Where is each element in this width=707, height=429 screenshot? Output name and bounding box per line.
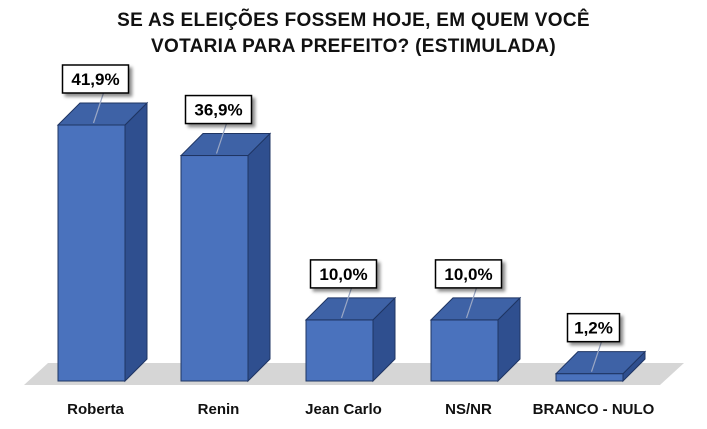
- data-label-leader-jean-carlo: [340, 287, 353, 319]
- chart-title-line-1: SE AS ELEIÇÕES FOSSEM HOJE, EM QUEM VOCÊ: [117, 10, 590, 31]
- data-label-box-branco-nulo: [566, 312, 621, 343]
- bar-front-ns-nr: [430, 319, 499, 382]
- data-label-box-roberta: [61, 64, 130, 94]
- bar-branco-nulo: [554, 350, 647, 383]
- data-label-leader-renin: [215, 123, 228, 154]
- data-label-box-renin: [184, 94, 253, 125]
- bar-front-renin: [180, 155, 249, 382]
- bar-front-branco-nulo: [555, 373, 624, 382]
- bar-top-branco-nulo: [554, 351, 647, 375]
- bar-renin: [179, 132, 272, 383]
- bar-roberta: [56, 101, 149, 383]
- bar-top-renin: [179, 133, 272, 157]
- bar-top-ns-nr: [429, 297, 522, 321]
- chart-title-line-2: VOTARIA PARA PREFEITO? (ESTIMULADA): [151, 36, 556, 57]
- data-label-box-jean-carlo: [309, 259, 378, 289]
- bar-jean-carlo: [304, 296, 397, 383]
- bar-side-renin: [247, 132, 271, 383]
- bar-top-roberta: [56, 102, 149, 126]
- bar-front-roberta: [57, 124, 126, 382]
- data-label-leader-roberta: [92, 92, 105, 124]
- category-label-roberta: Roberta: [67, 401, 124, 418]
- data-label-leader-branco-nulo: [590, 341, 603, 372]
- data-label-ns-nr: 10,0%: [444, 265, 492, 284]
- data-label-renin: 36,9%: [194, 101, 242, 120]
- category-label-branco-nulo: BRANCO - NULO: [533, 401, 655, 418]
- category-label-renin: Renin: [198, 401, 240, 418]
- category-label-jean-carlo: Jean Carlo: [305, 401, 382, 418]
- data-label-jean-carlo: 10,0%: [319, 265, 367, 284]
- data-label-roberta: 41,9%: [71, 70, 119, 89]
- chart-title: SE AS ELEIÇÕES FOSSEM HOJE, EM QUEM VOCÊ…: [0, 8, 707, 60]
- bar-side-roberta: [124, 101, 148, 383]
- data-label-leader-ns-nr: [465, 287, 478, 319]
- bar-ns-nr: [429, 296, 522, 383]
- category-label-ns-nr: NS/NR: [445, 401, 492, 418]
- bar-top-jean-carlo: [304, 297, 397, 321]
- data-label-box-ns-nr: [434, 259, 503, 289]
- bar-front-jean-carlo: [305, 319, 374, 382]
- data-label-branco-nulo: 1,2%: [574, 319, 613, 338]
